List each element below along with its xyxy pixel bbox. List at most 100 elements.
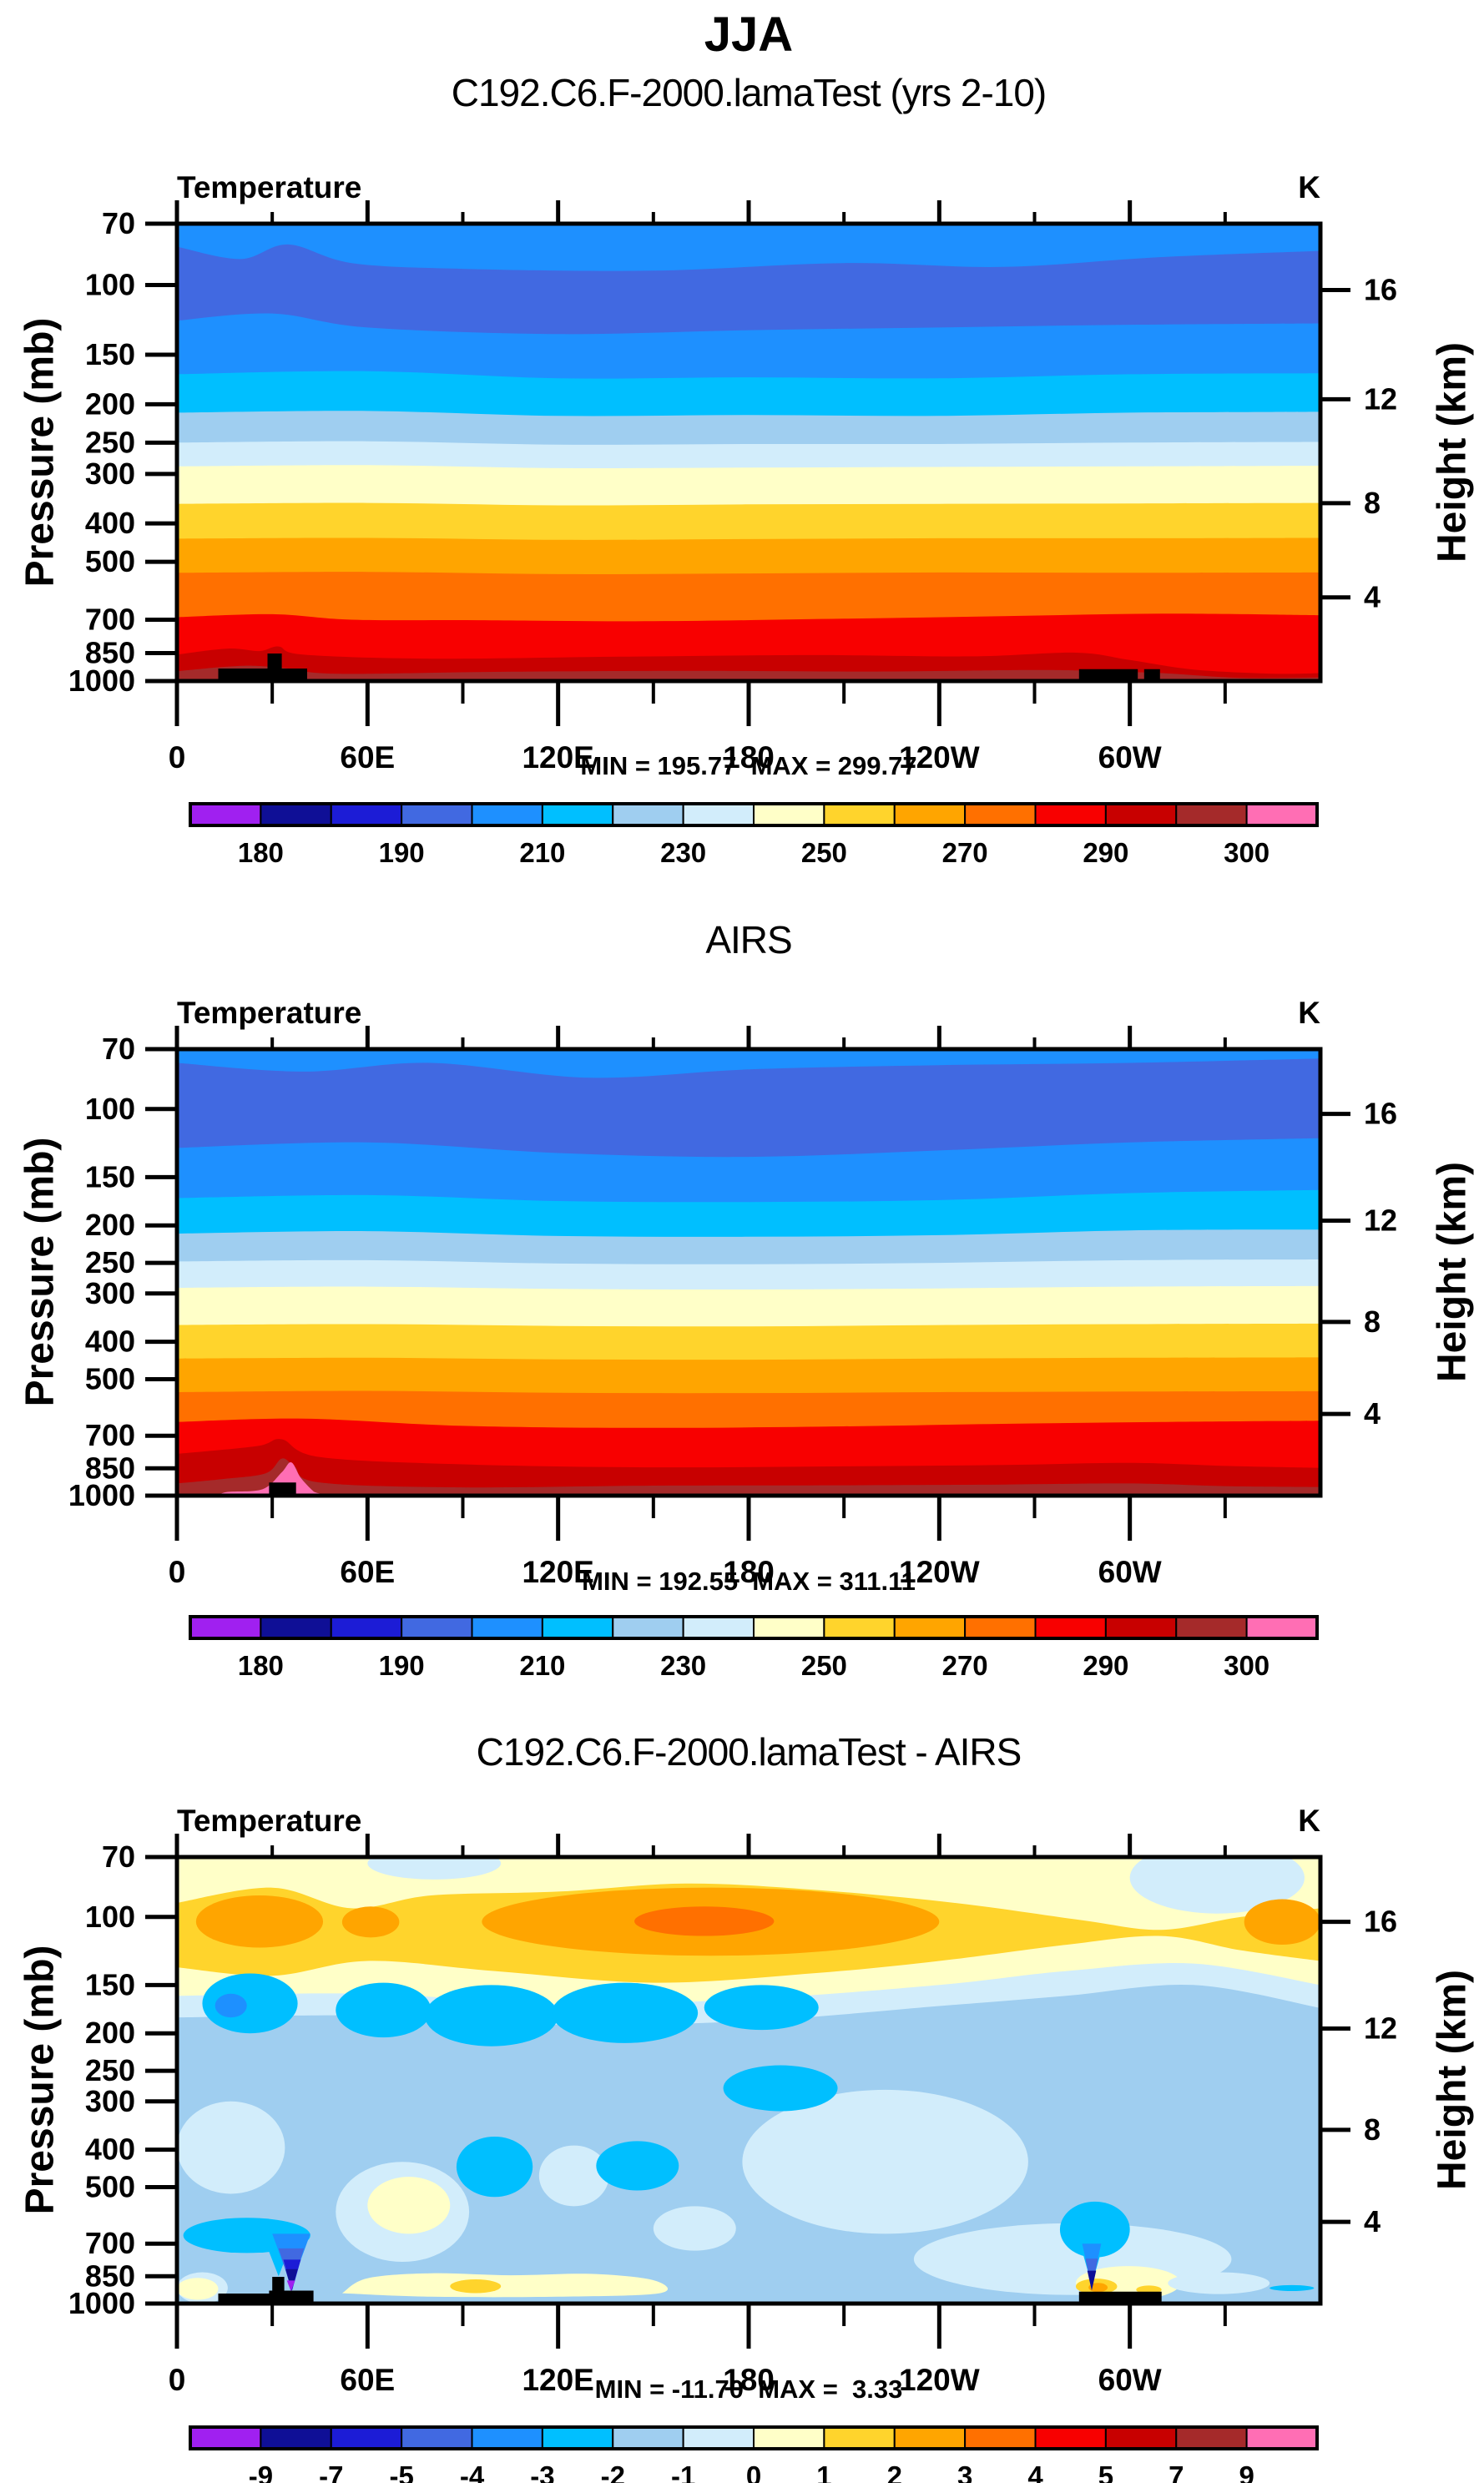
colorbar-label: 300 xyxy=(1224,1650,1269,1681)
panel2-unit-label: K xyxy=(1298,996,1320,1030)
topography xyxy=(1078,2291,1162,2304)
contour-blob xyxy=(552,1982,699,2043)
panel2-title: AIRS xyxy=(705,918,792,961)
contour-blob xyxy=(634,1906,775,1936)
colorbar-label: -4 xyxy=(460,2460,485,2483)
colorbar-label: 7 xyxy=(1169,2460,1184,2483)
contour-blob xyxy=(596,2141,679,2191)
height-tick-label: 4 xyxy=(1364,580,1381,614)
panel3-field-label: Temperature xyxy=(177,1804,362,1838)
colorbar-segment xyxy=(401,1616,473,1639)
pressure-tick-label: 500 xyxy=(85,2170,135,2204)
colorbar-segment xyxy=(823,1616,896,1639)
pressure-tick-label: 300 xyxy=(85,457,135,491)
colorbar-frame xyxy=(189,2425,1319,2450)
contour-blob xyxy=(202,1973,298,2034)
colorbar-segment xyxy=(1175,2426,1248,2450)
panel3-title: C192.C6.F-2000.lamaTest - AIRS xyxy=(476,1730,1022,1774)
colorbar-segment xyxy=(893,2426,967,2450)
pressure-tick-label: 200 xyxy=(85,1208,135,1242)
colorbar-segment xyxy=(682,2426,755,2450)
panel-2-colorbar: 180 190 210 230 250 270 290 300 xyxy=(189,1615,1319,1681)
contour-blob xyxy=(177,2278,219,2300)
colorbar-segment xyxy=(1104,803,1178,826)
height-tick-label: 16 xyxy=(1364,1097,1397,1131)
panel2-field-label: Temperature xyxy=(177,996,362,1030)
pressure-tick-label: 1000 xyxy=(68,2286,135,2320)
colorbar-label: 180 xyxy=(238,837,284,868)
pressure-tick-label: 70 xyxy=(102,1032,135,1066)
pressure-tick-label: 70 xyxy=(102,1840,135,1874)
pressure-tick-label: 700 xyxy=(85,1418,135,1452)
x-tick-label: 60W xyxy=(1098,1555,1162,1589)
pressure-tick-label: 200 xyxy=(85,386,135,421)
panel1-field-label: Temperature xyxy=(177,170,362,204)
colorbar-label: 5 xyxy=(1098,2460,1113,2483)
x-tick-label: 60E xyxy=(340,2363,395,2397)
contour-blob xyxy=(341,2273,669,2298)
contour-blob xyxy=(1129,1857,1305,1914)
colorbar-segment xyxy=(189,2426,262,2450)
colorbar-segment xyxy=(471,803,543,826)
colorbar-label: -3 xyxy=(530,2460,554,2483)
colorbar-label: 4 xyxy=(1027,2460,1043,2483)
pressure-tick-label: 250 xyxy=(85,2053,135,2087)
contour-blob xyxy=(367,2177,451,2234)
pressure-tick-label: 300 xyxy=(85,1276,135,1310)
height-tick-label: 4 xyxy=(1364,1396,1381,1431)
colorbar-segment xyxy=(541,2426,614,2450)
height-tick-label: 8 xyxy=(1364,486,1381,520)
colorbar-label: 230 xyxy=(660,1650,706,1681)
x-tick-label: 180 xyxy=(723,740,775,775)
colorbar-label: 2 xyxy=(887,2460,902,2483)
panel2-minmax: MIN = 192.55 MAX = 311.11 xyxy=(582,1567,916,1596)
colorbar-label: 0 xyxy=(746,2460,761,2483)
colorbar-segment xyxy=(1104,2426,1178,2450)
colorbar-label: 1 xyxy=(816,2460,831,2483)
colorbar-label: 270 xyxy=(942,1650,988,1681)
panel1-pressure-axis-title: Pressure (mb) xyxy=(18,317,63,588)
pressure-tick-label: 850 xyxy=(85,2258,135,2293)
pressure-tick-label: 700 xyxy=(85,602,135,636)
contour-blob xyxy=(218,1461,326,1496)
colorbar-segment xyxy=(401,2426,473,2450)
colorbar-label: 190 xyxy=(379,837,425,868)
colorbar-segment xyxy=(401,803,473,826)
colorbar-segment xyxy=(471,1616,543,1639)
panel1-title: C192.C6.F-2000.lamaTest (yrs 2-10) xyxy=(451,71,1047,114)
pressure-tick-label: 100 xyxy=(85,1092,135,1126)
x-tick-label: 60W xyxy=(1098,740,1162,775)
contour-blob xyxy=(336,1982,432,2038)
colorbar-label: 9 xyxy=(1239,2460,1254,2483)
pressure-tick-label: 850 xyxy=(85,636,135,670)
pressure-tick-label: 500 xyxy=(85,544,135,578)
colorbar-label: -1 xyxy=(671,2460,695,2483)
colorbar-segment xyxy=(753,803,825,826)
contour-blob xyxy=(538,2145,609,2207)
contour-blob xyxy=(456,2136,533,2198)
pressure-tick-label: 100 xyxy=(85,268,135,302)
x-tick-label: 180 xyxy=(723,1555,775,1589)
pressure-tick-label: 100 xyxy=(85,1900,135,1934)
colorbar-segment xyxy=(189,1616,262,1639)
pressure-tick-label: 400 xyxy=(85,506,135,540)
colorbar-label: 180 xyxy=(238,1650,284,1681)
pressure-tick-label: 1000 xyxy=(68,664,135,698)
colorbar-segment xyxy=(1034,1616,1107,1639)
colorbar-label: 290 xyxy=(1083,837,1128,868)
colorbar-segment xyxy=(1034,803,1107,826)
contour-blob xyxy=(742,2089,1028,2234)
colorbar-segment xyxy=(753,1616,825,1639)
panel-1-colorbar: 180 190 210 230 250 270 290 300 xyxy=(189,802,1319,868)
topography xyxy=(1143,669,1160,681)
pressure-tick-label: 300 xyxy=(85,2084,135,2118)
height-tick-label: 12 xyxy=(1364,2011,1397,2045)
contour-blob xyxy=(1088,2283,1108,2293)
colorbar-segment xyxy=(330,2426,403,2450)
pressure-tick-label: 250 xyxy=(85,425,135,459)
colorbar-segment xyxy=(1175,803,1248,826)
colorbar-segment xyxy=(612,1616,684,1639)
contour-band xyxy=(177,665,1320,681)
colorbar-label: 230 xyxy=(660,837,706,868)
